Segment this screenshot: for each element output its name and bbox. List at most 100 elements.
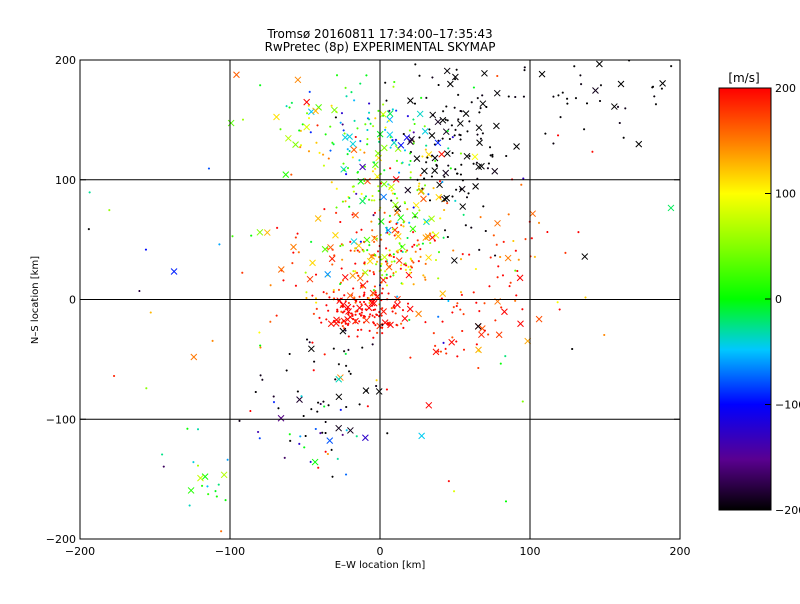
data-point-cross [434, 118, 442, 126]
data-point [339, 121, 342, 124]
data-point [411, 245, 414, 248]
data-point-cross [443, 67, 451, 75]
data-point-cross [501, 308, 508, 316]
data-point [294, 236, 297, 239]
data-point [319, 402, 322, 405]
data-point-cross [409, 225, 417, 233]
data-point [343, 310, 346, 313]
data-point [416, 244, 419, 247]
data-point [374, 254, 377, 257]
data-point [460, 291, 463, 294]
data-point [363, 179, 366, 182]
data-point [294, 284, 297, 287]
data-point [458, 133, 461, 136]
data-point [479, 216, 482, 219]
data-point-cross [339, 301, 347, 309]
data-point [343, 294, 346, 297]
data-point-cross [442, 128, 450, 136]
data-point [300, 144, 303, 147]
data-point [431, 154, 434, 157]
data-point [381, 323, 384, 326]
data-point [384, 260, 387, 263]
data-point [533, 255, 536, 258]
data-point-cross [529, 210, 536, 218]
data-point [388, 249, 391, 252]
data-point [452, 306, 455, 309]
data-point [443, 209, 446, 212]
data-point [332, 347, 335, 350]
data-point [472, 86, 475, 89]
data-point-cross [472, 183, 479, 190]
data-point [491, 153, 494, 156]
data-point [447, 147, 450, 150]
data-point [363, 151, 366, 154]
data-point [373, 161, 376, 164]
colorbar-tick-label: 100 [775, 188, 796, 201]
data-point [354, 321, 357, 324]
data-point [387, 292, 390, 295]
data-point [475, 161, 478, 164]
data-point [308, 341, 311, 344]
data-point-cross [256, 228, 264, 236]
data-point-cross [377, 218, 385, 225]
data-point [409, 265, 412, 268]
data-point-cross [273, 113, 280, 121]
data-point [289, 439, 292, 442]
data-point [445, 105, 448, 108]
data-point [316, 124, 319, 127]
data-point [325, 304, 328, 307]
data-point [459, 110, 462, 113]
data-point [299, 435, 302, 438]
data-point [258, 331, 261, 334]
data-point [408, 163, 411, 166]
data-point [201, 484, 204, 487]
data-point [381, 287, 384, 290]
data-point [302, 414, 305, 417]
data-point [220, 530, 223, 533]
data-point [368, 118, 371, 121]
data-point-cross [441, 195, 448, 203]
data-point [459, 138, 462, 141]
data-point [358, 403, 361, 406]
data-point [341, 123, 344, 126]
data-point [409, 271, 412, 274]
data-point [444, 229, 447, 232]
data-point [343, 132, 346, 135]
data-point [459, 173, 462, 176]
data-point [394, 138, 397, 141]
data-point [341, 325, 344, 328]
data-point [326, 453, 329, 456]
data-point [400, 264, 403, 267]
data-point-cross [421, 167, 428, 175]
data-point [502, 240, 505, 243]
data-point [395, 250, 398, 253]
data-point [224, 499, 227, 502]
data-point [374, 324, 377, 327]
data-point [400, 224, 403, 227]
data-point [389, 136, 392, 139]
data-point [412, 131, 415, 134]
data-point [374, 167, 377, 170]
data-point [457, 118, 460, 121]
data-point-cross [355, 242, 363, 249]
data-point-cross [388, 183, 395, 191]
data-point [388, 214, 391, 217]
data-point [366, 405, 369, 408]
data-point [660, 87, 663, 90]
data-point-cross [339, 327, 347, 335]
data-point [382, 103, 385, 106]
data-point [324, 420, 327, 423]
data-point [320, 321, 323, 324]
data-point [340, 112, 343, 115]
data-point [413, 102, 416, 105]
data-point [315, 301, 318, 304]
data-point [390, 189, 393, 192]
data-point-cross [428, 234, 436, 241]
data-point [524, 238, 527, 241]
data-point-cross [448, 338, 456, 346]
data-point [297, 251, 300, 254]
data-point [437, 315, 440, 318]
data-point [406, 208, 409, 211]
data-point [401, 250, 404, 253]
data-point [396, 231, 399, 234]
